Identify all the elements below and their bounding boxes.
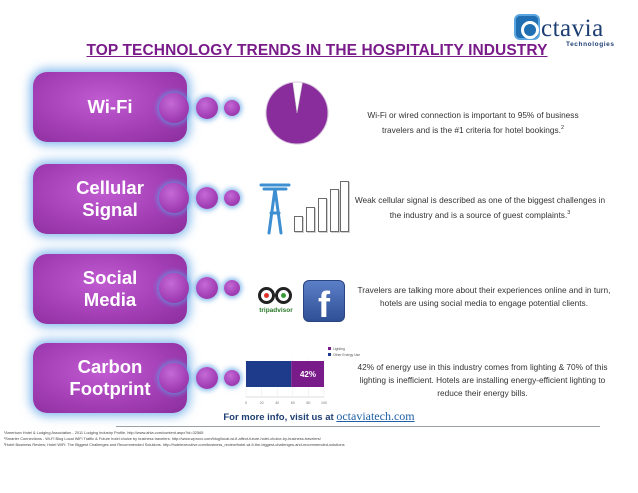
signal-bar <box>330 189 339 232</box>
bubble-medium <box>196 97 218 119</box>
legend-swatch <box>328 353 331 356</box>
references: ¹American Hotel & Lodging Association - … <box>4 430 636 448</box>
legend-label: Lighting <box>333 347 345 351</box>
footnote-ref: 2 <box>560 125 564 131</box>
footer-site-link[interactable]: octaviatech.com <box>336 409 415 423</box>
signal-bars-icon <box>294 180 349 232</box>
page-title: TOP TECHNOLOGY TRENDS IN THE HOSPITALITY… <box>86 42 548 59</box>
tripadvisor-label: tripadvisor <box>259 307 293 314</box>
bubble-medium <box>196 187 218 209</box>
bar-segment-other <box>246 361 292 387</box>
legend-label: Other Energy Use <box>333 353 360 357</box>
bubble-large <box>159 363 189 393</box>
bar-segment-lighting <box>291 361 324 387</box>
reference-item: ¹American Hotel & Lodging Association - … <box>4 430 204 435</box>
bubble-small <box>224 190 240 206</box>
desc-text: Wi-Fi or wired connection is important t… <box>367 110 579 135</box>
footer-more-info: For more info, visit us at octaviatech.c… <box>0 409 638 424</box>
signal-bar <box>306 207 315 232</box>
cell-tower-icon <box>259 183 291 235</box>
bubble-medium <box>196 367 218 389</box>
bubble-large <box>159 93 189 123</box>
x-tick-label: 60 <box>291 401 295 405</box>
signal-bar <box>318 198 327 232</box>
footer-more-text: For more info, visit us at <box>223 412 334 423</box>
tripadvisor-icon[interactable]: tripadvisor <box>253 285 299 317</box>
section-desc-cellular: Weak cellular signal is described as one… <box>350 194 610 222</box>
signal-bar <box>340 181 349 232</box>
bar-data-label: 42% <box>300 370 316 379</box>
section-desc-wifi: Wi-Fi or wired connection is important t… <box>352 109 594 137</box>
x-tick-label: 100 <box>321 401 327 405</box>
legend-swatch <box>328 347 331 350</box>
logo-o-icon <box>514 14 540 40</box>
bubble-large <box>159 273 189 303</box>
logo-tagline: Technologies <box>566 41 615 48</box>
owl-eye-left <box>258 287 275 304</box>
x-tick-label: 80 <box>306 401 310 405</box>
bubble-large <box>159 183 189 213</box>
desc-text: Weak cellular signal is described as one… <box>354 195 606 220</box>
bubble-small <box>224 370 240 386</box>
owl-eye-right <box>275 287 292 304</box>
reference-item: ²Smarter Connections - Wi-Fi Blog Local … <box>4 436 321 441</box>
energy-bar-chart: 0 20 40 60 80 100 42% Lighting Other Energy Use <box>245 347 360 405</box>
signal-bar <box>294 216 303 232</box>
footer-divider <box>116 426 600 427</box>
wifi-pie-chart <box>265 81 329 145</box>
x-tick-label: 20 <box>260 401 264 405</box>
bubble-small <box>224 100 240 116</box>
footnote-ref: 3 <box>567 210 571 216</box>
bubble-medium <box>196 277 218 299</box>
bubble-small <box>224 280 240 296</box>
x-tick-label: 40 <box>275 401 279 405</box>
section-label-carbon: Carbon Footprint <box>33 343 187 413</box>
reference-item: ³Hotel Business Review; Hotel WiFi: The … <box>4 442 345 447</box>
octavia-logo[interactable]: ctavia Technologies <box>514 12 632 48</box>
logo-wordmark: ctavia <box>541 15 604 42</box>
x-tick-label: 0 <box>245 401 247 405</box>
section-desc-social: Travelers are talking more about their e… <box>357 285 611 308</box>
facebook-icon[interactable]: f <box>303 280 345 322</box>
section-desc-carbon: 42% of energy use in this industry comes… <box>357 362 608 398</box>
pie-outline <box>265 81 329 145</box>
